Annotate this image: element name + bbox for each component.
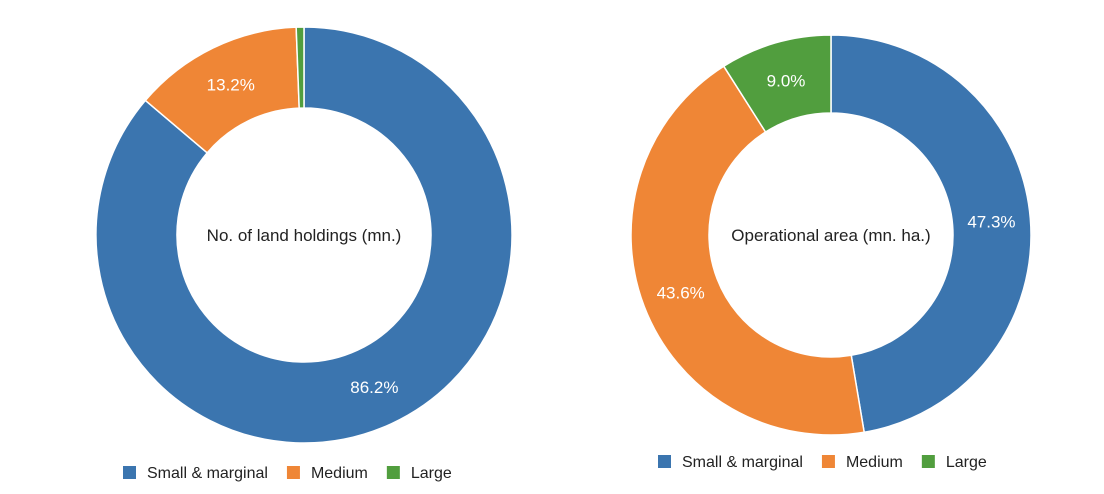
legend-item[interactable]: Large	[946, 454, 987, 471]
center-label: No. of land holdings (mn.)	[207, 226, 402, 245]
legend-swatch	[658, 455, 671, 468]
legend-item[interactable]: Medium	[311, 465, 368, 482]
slice-small-marginal[interactable]	[95, 26, 513, 444]
donut-chart-2: 47.3% 43.6% 9.0% Operational area (mn. ha.)…	[630, 34, 1032, 471]
legend-swatch	[123, 466, 136, 479]
slice-small-marginal[interactable]	[830, 34, 1032, 434]
center-label: Operational area (mn. ha.)	[731, 226, 930, 245]
legend-item[interactable]: Medium	[846, 454, 903, 471]
legend-item[interactable]: Small & marginal	[147, 465, 268, 482]
data-label: 47.3%	[967, 213, 1015, 232]
data-label: 9.0%	[767, 71, 806, 90]
slice-medium[interactable]	[630, 65, 866, 436]
data-label: 13.2%	[207, 75, 255, 94]
slice-large[interactable]	[722, 34, 832, 134]
legend: Small & marginal Medium Large	[123, 465, 452, 482]
legend-swatch	[921, 455, 935, 468]
slice-large[interactable]	[295, 26, 305, 109]
legend-item[interactable]: Small & marginal	[682, 454, 803, 471]
legend-swatch	[386, 466, 400, 479]
data-label: 86.2%	[350, 378, 398, 397]
donut-chart-1: 86.2% 13.2% No. of land holdings (mn.) Smal…	[95, 26, 513, 482]
legend-item[interactable]: Large	[411, 465, 452, 482]
legend: Small & marginal Medium Large	[658, 454, 987, 471]
data-label: 43.6%	[657, 284, 705, 303]
legend-swatch	[286, 466, 300, 479]
legend-swatch	[821, 455, 835, 468]
